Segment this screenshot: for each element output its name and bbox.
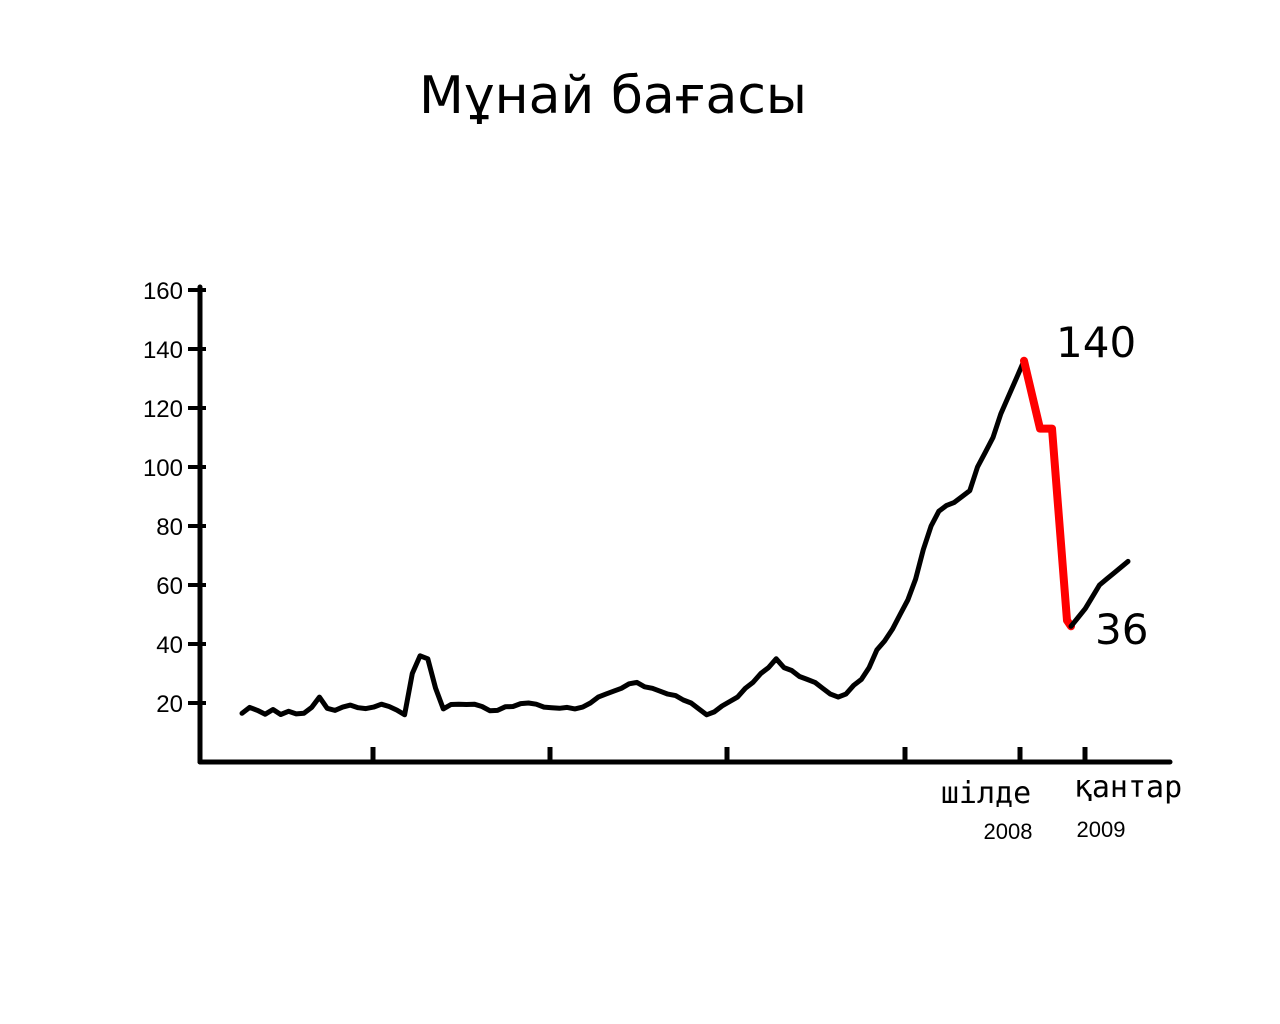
y-tick-label: 160: [143, 278, 183, 305]
y-tick-label: 100: [143, 455, 183, 482]
x-label-month: шілде: [941, 776, 1031, 811]
y-tick-label: 120: [143, 396, 183, 423]
price-crash-line: [1020, 356, 1075, 631]
y-tick-label: 60: [156, 573, 183, 600]
y-tick-label: 20: [156, 691, 183, 718]
price-history-line: [239, 358, 1027, 718]
chart-title: Мұнай бағасы: [419, 66, 807, 126]
y-tick-label: 40: [156, 632, 183, 659]
y-tick-label: 140: [143, 337, 183, 364]
price-recovery-line: [1068, 558, 1131, 629]
x-label-year: 2008: [984, 819, 1033, 844]
x-label-year: 2009: [1077, 817, 1126, 842]
y-tick-label: 80: [156, 514, 183, 541]
trough-annotation: 36: [1095, 605, 1148, 654]
x-label-month: қантар: [1074, 770, 1182, 805]
peak-annotation: 140: [1056, 318, 1136, 367]
